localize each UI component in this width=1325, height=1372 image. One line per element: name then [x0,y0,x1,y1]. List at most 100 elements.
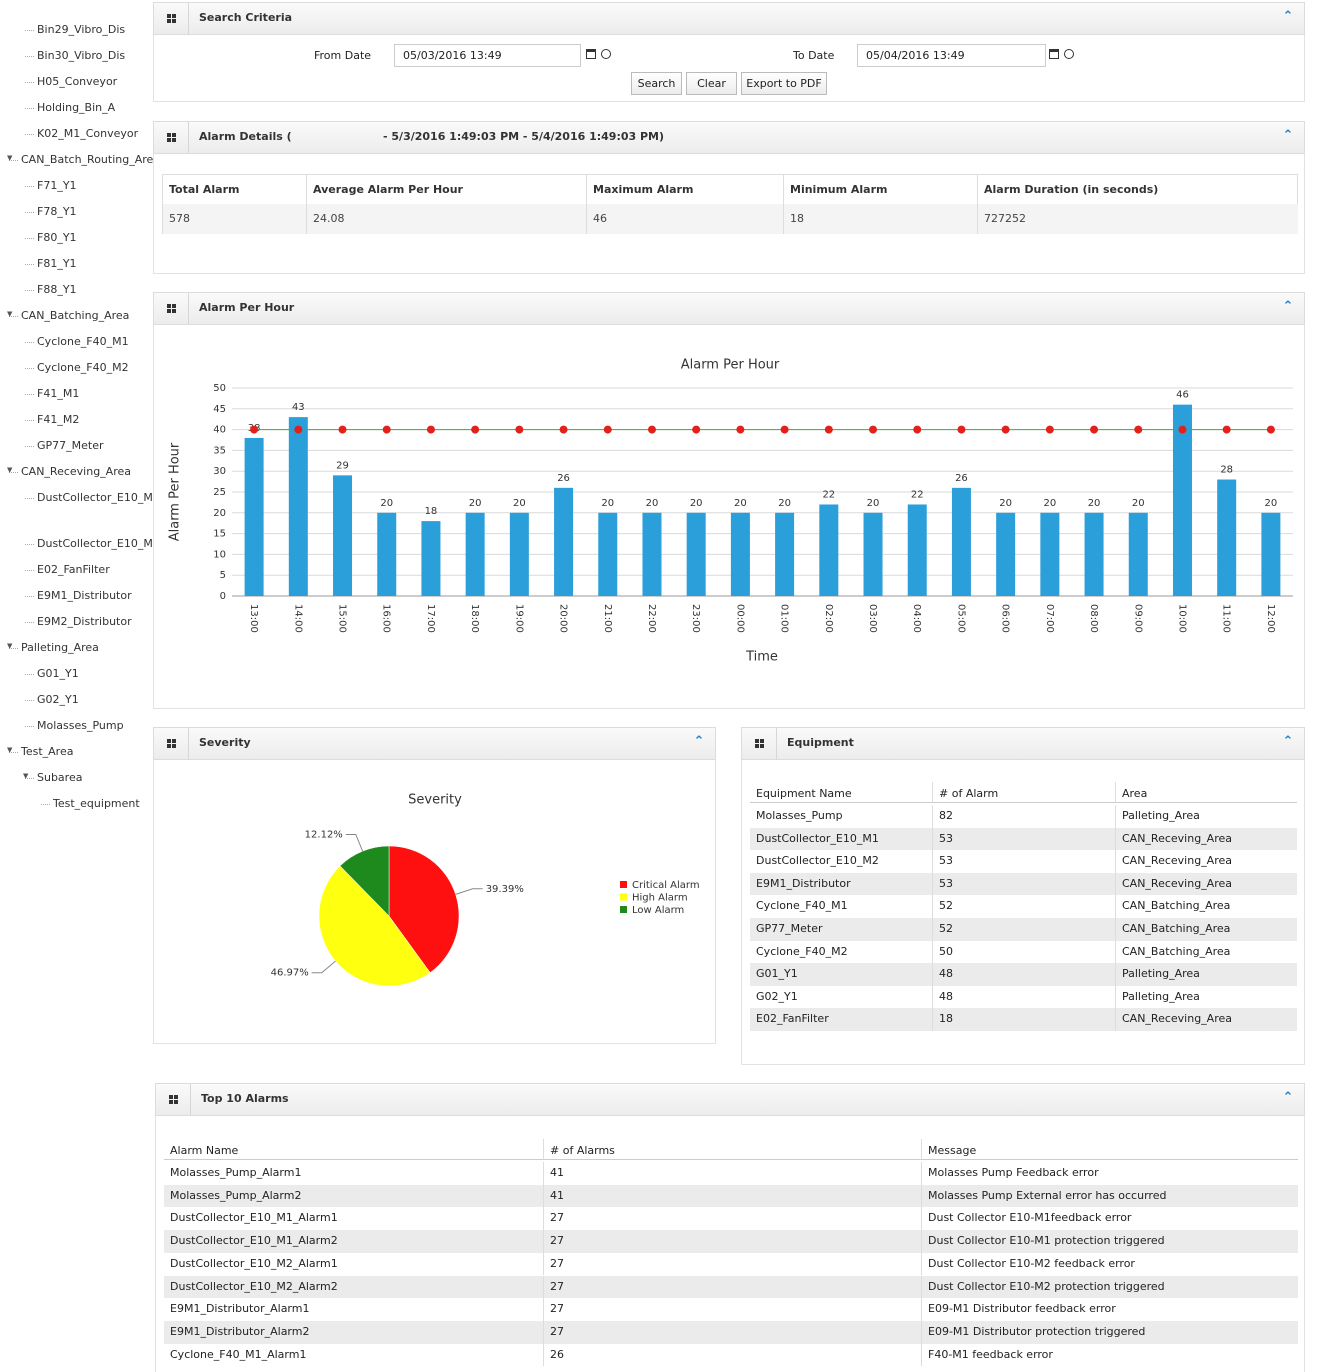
tree-item[interactable]: CAN_Batching_Area [21,309,130,322]
clock-icon[interactable] [1064,49,1074,59]
tree-toggle[interactable]: ▼ [7,746,13,754]
tree-item[interactable]: E02_FanFilter [37,563,110,576]
table-cell: CAN_Receving_Area [1115,1008,1297,1031]
table-cell: CAN_Batching_Area [1115,918,1297,941]
table-cell: Dust Collector E10-M1feedback error [921,1207,1298,1231]
table-cell: GP77_Meter [756,922,823,935]
button[interactable]: Export to PDF [741,72,827,95]
tree-item[interactable]: F78_Y1 [37,205,77,218]
tree-connector [25,212,34,213]
tree-item[interactable]: Subarea [37,771,83,784]
tree-connector [9,648,18,649]
table-row [164,1320,1298,1344]
tree-item[interactable]: Bin29_Vibro_Dis [37,23,126,36]
table-cell: 27 [543,1298,921,1321]
table-cell: 27 [543,1320,921,1344]
tree-toggle[interactable]: ▼ [7,154,13,162]
table-cell: DustCollector_E10_M2_Alarm1 [170,1256,338,1270]
calendar-icon[interactable] [1049,49,1059,59]
from-input[interactable]: 05/03/2016 13:49 [394,44,581,67]
table-cell: 53 [932,850,1115,873]
calendar-icon[interactable] [586,49,596,59]
tree-item[interactable]: E9M2_Distributor [37,615,132,628]
table-cell: Palleting_Area [1115,963,1297,986]
table-header-cell: Area [1115,782,1297,803]
button[interactable]: Clear [686,72,737,95]
tree-toggle[interactable]: ▼ [7,310,13,318]
tree-connector [9,160,18,161]
panel-icon [172,14,176,18]
tree-toggle[interactable]: ▼ [7,642,13,650]
panel-icon [167,739,171,743]
tree-item[interactable]: CAN_Receving_Area [21,465,131,478]
tree-item[interactable]: Cyclone_F40_M1 [37,335,129,348]
to-input[interactable]: 05/04/2016 13:49 [857,44,1046,67]
table-row [750,985,1297,1009]
tree-connector [25,446,34,447]
header-separator [188,122,189,153]
tree-item[interactable]: GP77_Meter [37,439,104,452]
tree-item[interactable]: H05_Conveyor [37,75,118,88]
table-cell: Molasses Pump External error has occurre… [921,1184,1298,1208]
tree-item[interactable]: F81_Y1 [37,257,77,270]
collapse-button[interactable]: ⌃ [1282,299,1294,314]
panel-icon [172,309,176,313]
collapse-button[interactable]: ⌃ [1282,734,1294,749]
tree-item[interactable]: DustCollector_E10_M [37,537,153,550]
clock-icon[interactable] [601,49,611,59]
tree-connector [25,186,34,187]
tree-connector [25,290,34,291]
table-cell: CAN_Batching_Area [1115,895,1297,918]
tree-item[interactable]: Molasses_Pump [37,719,124,732]
tree-item[interactable]: Test_equipment [53,797,140,810]
tree-item[interactable]: F80_Y1 [37,231,77,244]
table-cell: 41 [543,1184,921,1208]
panel-icon [760,739,764,743]
tree-connector [25,394,34,395]
tree-item[interactable]: Holding_Bin_A [37,101,116,114]
table-cell: E9M1_Distributor_Alarm1 [170,1302,310,1316]
sidebar [0,0,146,1372]
tree-item[interactable]: Cyclone_F40_M2 [37,361,129,374]
table-cell: Molasses_Pump [756,809,843,822]
tree-item[interactable]: DustCollector_E10_M [37,491,153,504]
table-header-cell: # of Alarms [543,1139,921,1160]
tree-connector [25,498,34,499]
button[interactable]: Search [631,72,682,95]
table-cell: 27 [543,1207,921,1231]
collapse-button[interactable]: ⌃ [1282,128,1294,143]
tree-item[interactable]: F88_Y1 [37,283,77,296]
tree-toggle[interactable]: ▼ [7,466,13,474]
collapse-button[interactable]: ⌃ [1282,1090,1294,1105]
table-cell: E9M1_Distributor [756,876,851,890]
header-separator [190,1084,191,1115]
header-separator [188,3,189,34]
tree-connector [25,570,34,571]
panel-header [153,2,1305,35]
table-cell: E09-M1 Distributor feedback error [921,1298,1298,1321]
collapse-button[interactable]: ⌃ [1282,9,1294,24]
tree-item[interactable]: E9M1_Distributor [37,589,132,602]
tree-item[interactable]: K02_M1_Conveyor [37,127,139,140]
table-cell: DustCollector_E10_M1_Alarm2 [170,1234,338,1248]
tree-item[interactable]: G01_Y1 [37,667,79,680]
tree-item[interactable]: F41_M2 [37,413,80,426]
table-cell: 24.08 [306,204,587,234]
tree-item[interactable]: Palleting_Area [21,641,99,654]
table-header-cell: Total Alarm [162,174,307,205]
table-row [164,1162,1298,1185]
table-cell: 52 [932,895,1115,918]
panel-icon [167,304,171,308]
collapse-button[interactable]: ⌃ [693,734,705,749]
tree-toggle[interactable]: ▼ [23,772,29,780]
table-row [164,1252,1298,1276]
tree-connector [25,726,34,727]
tree-item[interactable]: Test_Area [21,745,74,758]
tree-item[interactable]: F71_Y1 [37,179,77,192]
tree-item[interactable]: F41_M1 [37,387,80,400]
tree-item[interactable]: G02_Y1 [37,693,79,706]
tree-item[interactable]: Bin30_Vibro_Dis [37,49,126,62]
tree-item[interactable]: CAN_Batch_Routing_Are [21,153,154,166]
table-row [164,1298,1298,1321]
